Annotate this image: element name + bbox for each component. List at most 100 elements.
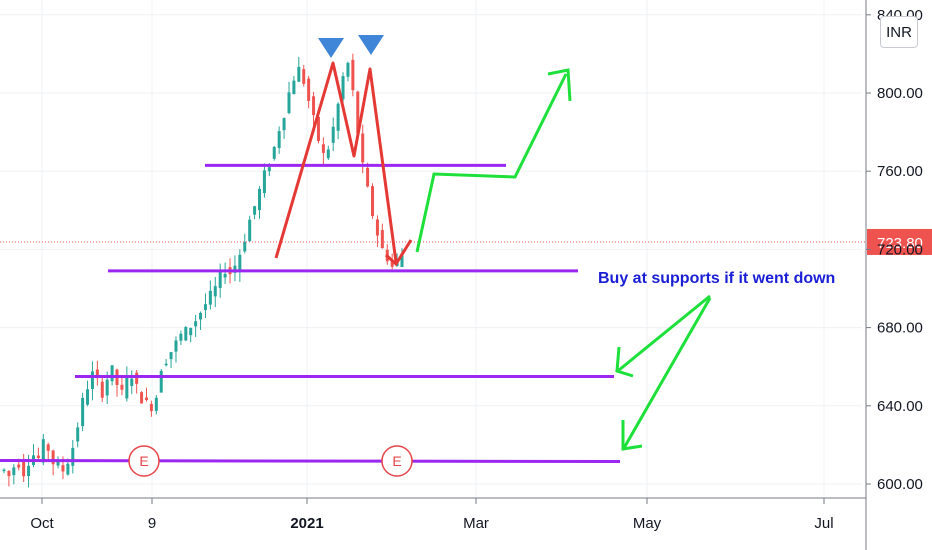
candle-body xyxy=(90,371,94,389)
x-tick-label: 2021 xyxy=(290,515,323,532)
x-tick-label: Oct xyxy=(30,515,54,532)
candle-body xyxy=(41,439,45,463)
support-resistance-lines: 723.80 xyxy=(0,163,932,464)
candle-body xyxy=(400,253,404,267)
earnings-marker-label: E xyxy=(392,453,401,469)
candle-body xyxy=(164,363,168,366)
double-top-trend-line xyxy=(274,61,398,263)
candle-body xyxy=(258,188,262,211)
support-arrow-lower-head xyxy=(621,420,643,451)
candle-body xyxy=(135,372,139,384)
candle-body xyxy=(248,219,252,242)
support-arrow-upper xyxy=(618,294,711,372)
candle-body xyxy=(76,427,80,442)
candle-body xyxy=(120,384,124,390)
candle-body xyxy=(194,321,198,327)
trend-drawings xyxy=(274,61,712,451)
candle-body xyxy=(243,241,247,252)
candle-body xyxy=(86,389,90,405)
candle-body xyxy=(351,59,355,91)
x-tick-label: May xyxy=(633,515,662,532)
support-arrow-lower xyxy=(622,297,712,449)
candle-body xyxy=(66,463,70,475)
x-tick-label: Mar xyxy=(463,515,489,532)
chart-grid xyxy=(0,0,862,498)
candle-body xyxy=(169,352,173,360)
current-price-tag xyxy=(867,228,932,255)
candle-body xyxy=(12,467,16,476)
candle-body xyxy=(144,397,148,400)
candle-body xyxy=(272,146,276,159)
candle-body xyxy=(17,464,21,468)
y-tick-label: 800.00 xyxy=(877,85,923,102)
candle-body xyxy=(253,206,257,215)
candle-body xyxy=(179,333,183,341)
down-arrow-head xyxy=(384,239,413,267)
candle-body xyxy=(361,133,365,163)
candle-body xyxy=(218,271,222,288)
candle-body xyxy=(81,397,85,427)
candle-body xyxy=(51,450,55,465)
y-tick-label: 680.00 xyxy=(877,320,923,337)
candle-body xyxy=(184,327,188,341)
candle-body xyxy=(287,92,291,114)
candle-body xyxy=(61,465,65,472)
candle-body xyxy=(233,265,237,273)
candle-body xyxy=(307,78,311,101)
candle-body xyxy=(267,167,271,172)
candle-body xyxy=(105,379,109,396)
candle-body xyxy=(331,126,335,143)
earnings-marker-icon xyxy=(128,445,160,477)
candle-body xyxy=(223,273,227,278)
candle-body xyxy=(282,118,286,131)
candle-body xyxy=(189,327,193,336)
candle-body xyxy=(199,312,203,320)
candle-body xyxy=(390,260,394,267)
y-tick-label: 600.00 xyxy=(877,476,923,493)
candle-body xyxy=(149,403,153,412)
candle-body xyxy=(262,170,266,194)
candle-body xyxy=(238,254,242,271)
candle-body xyxy=(100,381,104,398)
candle-body xyxy=(346,62,350,77)
candle-body xyxy=(130,378,134,386)
candle-body xyxy=(2,469,6,472)
candle-body xyxy=(22,460,26,477)
projection-arrow-head xyxy=(547,68,572,102)
candle-body xyxy=(371,186,375,217)
y-tick-label: 720.00 xyxy=(877,241,923,258)
y-tick-label: 640.00 xyxy=(877,398,923,415)
candle-body xyxy=(321,144,325,153)
candle-body xyxy=(174,340,178,352)
candle-body xyxy=(208,290,212,305)
candle-body xyxy=(95,369,99,379)
candle-body xyxy=(7,470,11,477)
candle-body xyxy=(36,455,40,458)
support-arrow-upper-head xyxy=(615,346,634,378)
current-price-label: 723.80 xyxy=(877,235,923,252)
candle-body xyxy=(380,230,384,249)
candle-body xyxy=(159,370,163,393)
top-marker-icon xyxy=(318,38,344,58)
candle-body xyxy=(154,397,158,411)
candle-body xyxy=(316,116,320,141)
candle-body xyxy=(302,69,306,84)
candle-body xyxy=(125,376,129,399)
candle-body xyxy=(203,304,207,311)
candle-body xyxy=(27,465,31,477)
y-tick-label: 760.00 xyxy=(877,163,923,180)
earnings-marker-icon xyxy=(381,445,413,477)
candle-body xyxy=(297,66,301,82)
candle-body xyxy=(336,103,340,131)
candle-body xyxy=(292,80,296,95)
x-tick-label: Jul xyxy=(814,515,833,532)
candle-body xyxy=(312,96,316,116)
candle-body xyxy=(140,392,144,404)
candle-body xyxy=(56,461,60,466)
currency-button[interactable]: INR xyxy=(880,16,918,48)
x-tick-label: 9 xyxy=(148,515,156,532)
earnings-marker-label: E xyxy=(139,453,148,469)
bullish-projection-line xyxy=(415,73,568,253)
